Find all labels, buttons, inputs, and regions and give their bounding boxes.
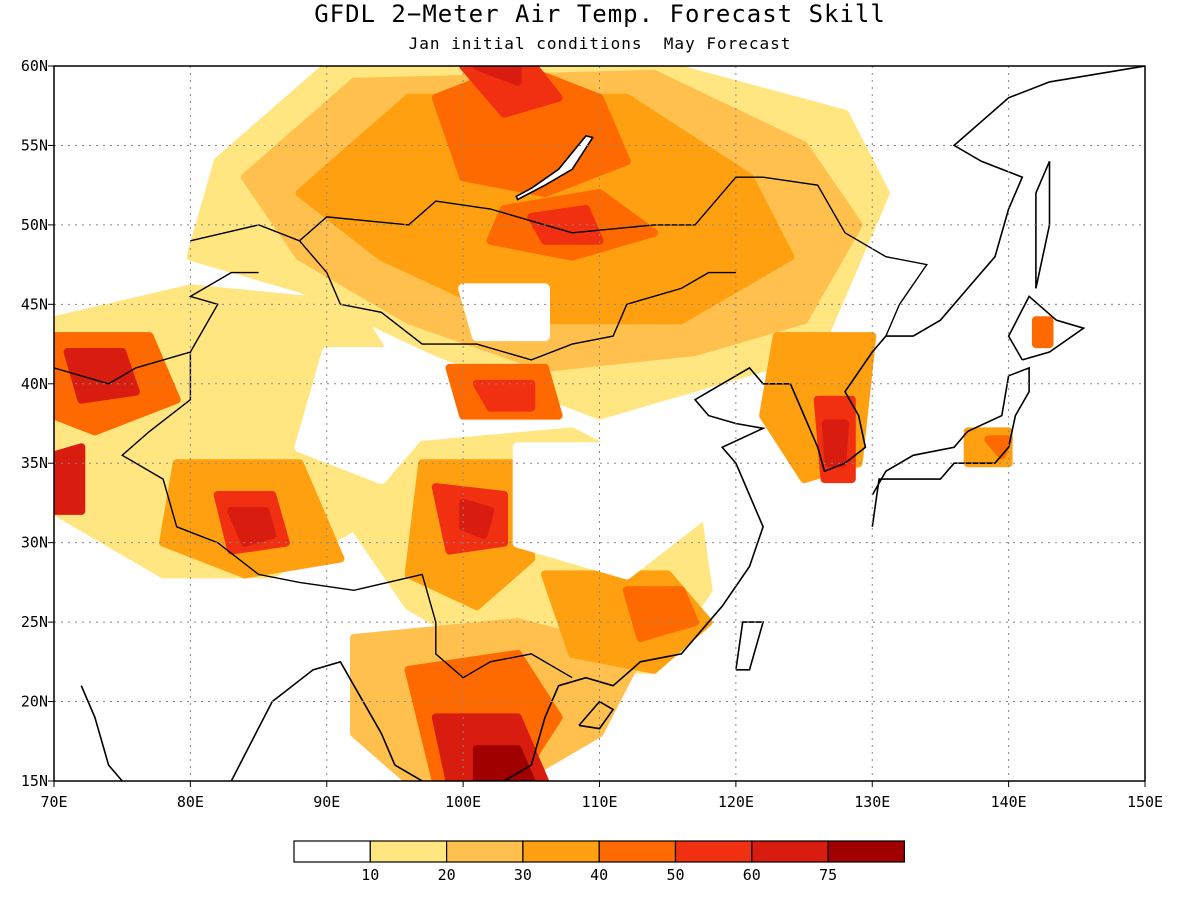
lon-tick-label: 90E	[313, 793, 340, 811]
lon-tick-label: 100E	[445, 793, 481, 811]
colorbar-label: 10	[361, 866, 379, 884]
hokkaido-patch	[1031, 316, 1054, 349]
skill-contour	[472, 745, 536, 781]
lat-tick-label: 30N	[21, 534, 48, 552]
gansu-inner-mongolia-core	[445, 363, 563, 420]
central-siberia-core	[459, 66, 563, 118]
lon-tick-label: 70E	[40, 793, 67, 811]
colorbar-swatch	[293, 840, 371, 863]
border-line	[54, 271, 259, 385]
lon-axis: 70E 80E 90E 100E 110E 120E 130E 140E 150E	[40, 781, 1163, 811]
border-line	[298, 240, 736, 361]
coastline	[230, 660, 423, 781]
no-skill-area	[294, 347, 441, 485]
lon-tick-label: 130E	[854, 793, 890, 811]
lake-baikal-region	[431, 66, 631, 198]
korea-core	[759, 332, 877, 484]
lon-tick-label: 110E	[581, 793, 617, 811]
lat-tick-label: 55N	[21, 136, 48, 154]
lat-tick-label: 25N	[21, 613, 48, 631]
lat-tick-label: 45N	[21, 295, 48, 313]
colorbar-label: 30	[514, 866, 532, 884]
skill-contour	[54, 443, 86, 515]
skill-contour	[227, 506, 277, 547]
skill-contour	[472, 379, 536, 412]
lon-tick-label: 140E	[991, 793, 1027, 811]
indochina-core	[350, 618, 645, 781]
colorbar-label: 20	[438, 866, 456, 884]
skill-field-layer	[54, 66, 1054, 781]
skill-contour	[63, 348, 140, 404]
kyrgyz-core	[54, 332, 181, 515]
colorbar-swatch	[751, 840, 829, 863]
border-line	[190, 176, 928, 337]
colorbar-label: 50	[666, 866, 684, 884]
colorbar-label: 40	[590, 866, 608, 884]
lat-tick-label: 20N	[21, 693, 48, 711]
colorbar-swatch	[674, 840, 753, 863]
colorbar: 10 20 30 40 50 60 75	[293, 840, 905, 884]
south-china-zone	[541, 570, 713, 674]
skill-contour	[821, 419, 849, 468]
coastline	[80, 685, 123, 781]
lat-tick-label: 60N	[21, 57, 48, 75]
colorbar-swatch	[369, 840, 448, 863]
lat-tick-label: 50N	[21, 216, 48, 234]
lake-baikal	[515, 135, 594, 201]
coastline	[578, 700, 615, 730]
lat-tick-label: 35N	[21, 454, 48, 472]
skill-contour	[459, 498, 495, 539]
honshu-patch	[963, 427, 1013, 468]
colorbar-label: 75	[819, 866, 837, 884]
colorbar-swatch	[522, 840, 600, 863]
skill-contour	[431, 66, 631, 198]
colorbar-swatch	[446, 840, 524, 863]
skill-contour	[459, 66, 563, 118]
lat-axis: 15N 20N 25N 30N 35N 40N 45N 50N 55N 60N	[21, 57, 54, 790]
coastline	[476, 66, 1145, 781]
skill-contour	[984, 435, 1013, 460]
skill-contour	[472, 66, 522, 86]
gridlines	[54, 66, 1145, 781]
colorbar-label: 60	[743, 866, 761, 884]
lat-tick-label: 15N	[21, 772, 48, 790]
figure-title: GFDL 2−Meter Air Temp. Forecast Skill	[314, 0, 886, 28]
no-skill-area	[458, 283, 550, 342]
coastline	[1007, 295, 1086, 361]
coastline	[871, 366, 1030, 527]
coastline-layer	[54, 66, 1145, 781]
lon-tick-label: 120E	[718, 793, 754, 811]
colorbar-swatch	[598, 840, 677, 863]
skill-contour	[1031, 316, 1054, 349]
figure-subtitle: Jan initial conditions May Forecast	[408, 34, 792, 53]
lat-tick-label: 40N	[21, 375, 48, 393]
lon-tick-label: 150E	[1127, 793, 1163, 811]
border-line	[121, 352, 573, 679]
colorbar-swatch	[827, 840, 905, 863]
coastline	[735, 621, 765, 671]
lon-tick-label: 80E	[177, 793, 204, 811]
